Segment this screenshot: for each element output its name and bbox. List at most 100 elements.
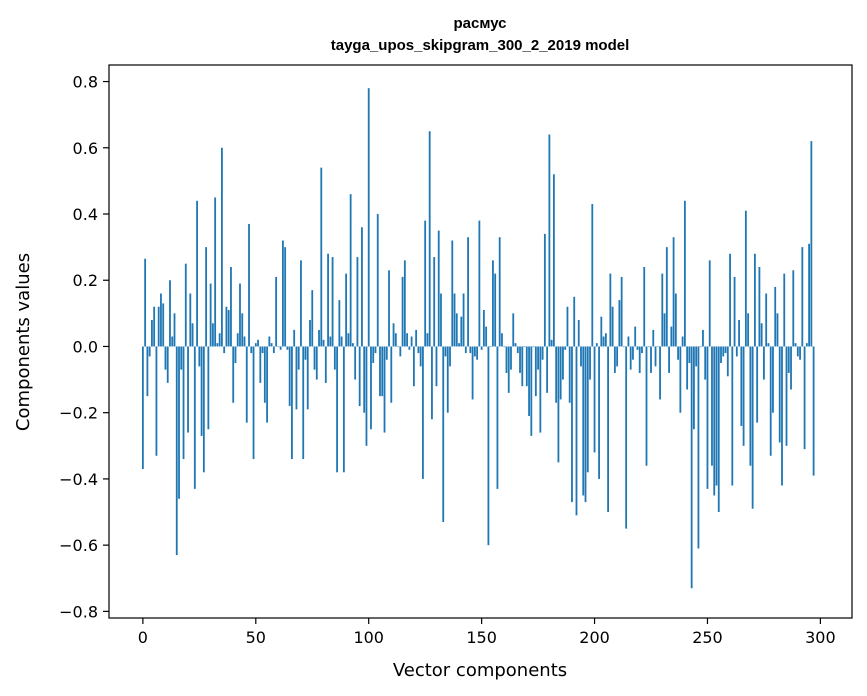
bar-14 — [173, 313, 176, 347]
bar-66 — [291, 346, 293, 460]
bar-78 — [318, 329, 320, 347]
bar-276 — [765, 293, 768, 347]
x-tick-label: 250 — [692, 628, 723, 647]
bar-221 — [641, 346, 643, 354]
bar-282 — [778, 346, 781, 443]
bar-271 — [753, 253, 756, 347]
bar-44 — [241, 313, 244, 347]
bar-12 — [169, 280, 171, 347]
bar-240 — [683, 200, 686, 347]
bar-253 — [713, 346, 716, 496]
bar-241 — [686, 346, 689, 390]
bar-281 — [776, 313, 779, 347]
bar-11 — [166, 346, 169, 383]
bar-109 — [388, 270, 390, 347]
bar-265 — [740, 346, 743, 426]
bar-119 — [410, 336, 413, 347]
y-tick-label: −0.4 — [59, 470, 98, 489]
bar-164 — [512, 313, 515, 347]
bar-204 — [602, 336, 605, 347]
bar-93 — [352, 343, 354, 347]
bar-40 — [232, 346, 235, 403]
bar-69 — [297, 346, 300, 370]
y-axis-ticks: −0.8 −0.6 −0.4 −0.2 0.0 0.2 0.4 0.6 0.8 — [59, 73, 109, 621]
bar-220 — [638, 346, 641, 373]
bar-166 — [516, 346, 519, 354]
bar-270 — [751, 346, 754, 509]
bar-6 — [155, 346, 158, 456]
bar-251 — [708, 260, 711, 347]
bar-175 — [537, 346, 539, 370]
bar-135 — [446, 346, 449, 413]
bar-26 — [200, 346, 203, 436]
bar-85 — [333, 346, 336, 370]
bar-127 — [428, 131, 431, 347]
bar-32 — [214, 197, 217, 347]
bar-183 — [555, 346, 558, 403]
bar-60 — [277, 346, 280, 348]
bar-291 — [799, 346, 801, 360]
bar-134 — [444, 346, 447, 357]
bars-group — [141, 88, 815, 589]
bar-181 — [550, 339, 553, 347]
bar-4 — [151, 319, 153, 347]
bar-84 — [331, 257, 334, 347]
bar-156 — [494, 273, 497, 347]
bar-218 — [634, 326, 637, 347]
bar-75 — [311, 290, 314, 347]
bar-272 — [756, 346, 759, 423]
bar-200 — [593, 346, 596, 453]
bar-79 — [320, 167, 323, 347]
bar-250 — [706, 346, 709, 489]
bar-229 — [659, 346, 661, 400]
y-tick-label: 0.0 — [73, 337, 98, 356]
bar-205 — [604, 333, 607, 347]
bar-65 — [288, 346, 291, 407]
bar-19 — [184, 263, 187, 347]
bar-233 — [668, 346, 670, 373]
bar-87 — [338, 300, 341, 347]
bar-108 — [385, 346, 388, 360]
bar-52 — [259, 346, 262, 383]
bar-283 — [781, 346, 783, 486]
bar-188 — [566, 306, 569, 347]
bar-107 — [383, 346, 386, 433]
bar-230 — [661, 273, 664, 347]
bar-267 — [744, 210, 747, 347]
bar-101 — [370, 346, 372, 430]
bar-128 — [431, 346, 433, 420]
bar-149 — [478, 220, 481, 347]
bar-222 — [643, 266, 646, 347]
bar-280 — [774, 286, 777, 347]
bar-294 — [805, 343, 808, 347]
bar-223 — [645, 346, 648, 466]
x-tick-label: 50 — [246, 628, 266, 647]
bar-5 — [153, 306, 156, 347]
bar-193 — [577, 319, 580, 347]
bar-203 — [600, 316, 603, 347]
bar-295 — [808, 243, 810, 347]
bar-237 — [677, 346, 680, 360]
bar-144 — [467, 237, 469, 347]
bar-47 — [248, 223, 250, 347]
bar-3 — [148, 346, 151, 357]
bar-263 — [735, 346, 738, 357]
bar-286 — [787, 346, 790, 373]
bar-261 — [731, 346, 734, 486]
bar-82 — [327, 253, 329, 347]
bar-185 — [559, 346, 562, 400]
x-tick-label: 150 — [466, 628, 497, 647]
bar-138 — [453, 293, 456, 347]
bar-216 — [629, 346, 632, 370]
bar-296 — [810, 141, 813, 347]
bar-259 — [726, 346, 729, 377]
bar-165 — [514, 343, 517, 347]
bar-73 — [306, 346, 309, 410]
x-tick-label: 0 — [138, 628, 148, 647]
bar-43 — [239, 283, 241, 347]
bar-244 — [693, 346, 695, 430]
bar-8 — [160, 293, 162, 347]
bar-287 — [790, 346, 792, 390]
bar-38 — [227, 310, 230, 347]
bar-210 — [616, 346, 619, 367]
